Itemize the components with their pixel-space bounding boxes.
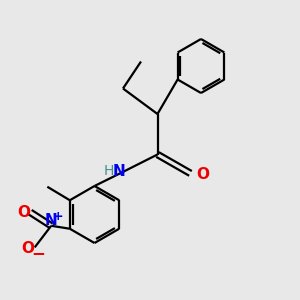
Text: +: + <box>52 210 63 223</box>
Text: N: N <box>112 164 125 178</box>
Text: H: H <box>103 164 114 178</box>
Text: O: O <box>17 205 30 220</box>
Text: O: O <box>22 241 34 256</box>
Text: N: N <box>44 213 57 228</box>
Text: O: O <box>196 167 209 182</box>
Text: −: − <box>32 244 45 262</box>
